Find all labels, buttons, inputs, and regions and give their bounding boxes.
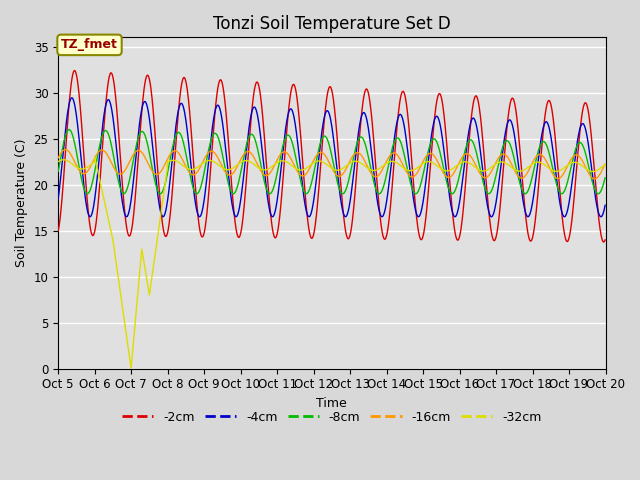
Title: Tonzi Soil Temperature Set D: Tonzi Soil Temperature Set D [213, 15, 451, 33]
Legend: -2cm, -4cm, -8cm, -16cm, -32cm: -2cm, -4cm, -8cm, -16cm, -32cm [117, 406, 547, 429]
Y-axis label: Soil Temperature (C): Soil Temperature (C) [15, 139, 28, 267]
X-axis label: Time: Time [316, 397, 348, 410]
Text: TZ_fmet: TZ_fmet [61, 38, 118, 51]
